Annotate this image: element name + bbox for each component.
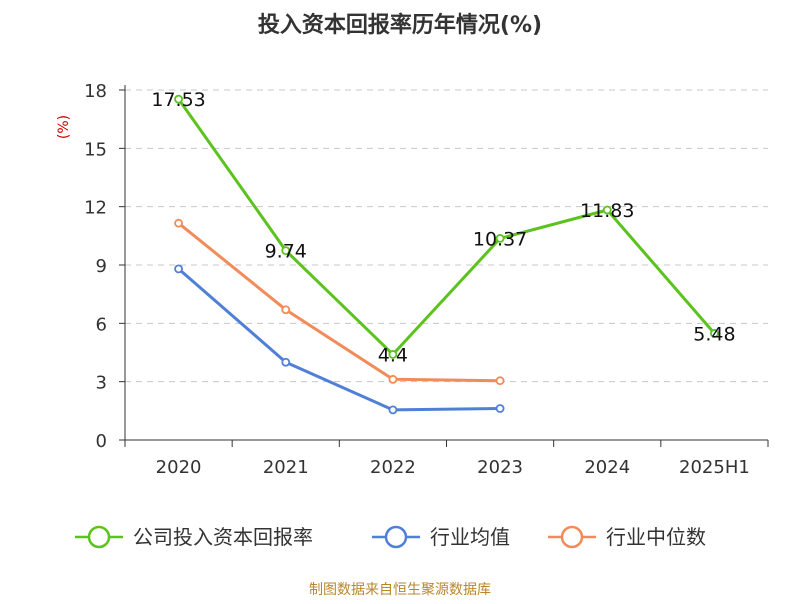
data-point[interactable]	[495, 376, 505, 386]
y-tick-label: 9	[96, 256, 107, 277]
data-point[interactable]	[710, 329, 719, 338]
y-tick-label: 6	[96, 314, 107, 335]
legend-marker	[384, 525, 408, 549]
legend-marker	[87, 525, 111, 549]
series-line	[177, 222, 501, 383]
legend-label: 行业均值	[430, 525, 510, 549]
axes: 0 3 6 9 12 15 18 2020 2021 2022 2023 2024 2025H1	[84, 81, 769, 478]
legend-item[interactable]: 行业均值	[372, 525, 510, 549]
x-tick-label: 2025H1	[679, 457, 750, 478]
y-tick-label: 0	[96, 431, 107, 452]
data-point[interactable]	[281, 357, 291, 367]
series-0	[174, 94, 719, 359]
y-tick-label: 12	[84, 198, 107, 219]
data-point[interactable]	[388, 374, 398, 384]
data-point[interactable]	[495, 404, 505, 413]
data-point[interactable]	[388, 350, 398, 359]
x-tick-label: 2020	[156, 457, 202, 478]
data-label: 9.74	[265, 241, 307, 263]
series-line	[177, 267, 501, 412]
data-point[interactable]	[602, 205, 612, 215]
data-label: 5.48	[693, 323, 735, 345]
legend-item[interactable]: 公司投入资本回报率	[75, 525, 313, 549]
x-tick-label: 2021	[263, 457, 309, 478]
data-point[interactable]	[388, 405, 398, 415]
chart-title: 投入资本回报率历年情况(%)	[258, 12, 542, 38]
y-tick-label: 3	[96, 373, 107, 394]
x-tick-label: 2024	[584, 457, 630, 478]
source-note: 制图数据来自恒生聚源数据库	[309, 582, 491, 598]
series-line	[177, 98, 716, 356]
legend-label: 行业中位数	[606, 525, 706, 549]
data-label: 4.4	[378, 344, 408, 366]
data-point[interactable]	[174, 218, 183, 228]
legend-marker	[560, 525, 584, 549]
data-point[interactable]	[174, 264, 183, 274]
legend-label: 公司投入资本回报率	[133, 525, 313, 549]
data-point[interactable]	[281, 246, 291, 256]
data-labels: 17.53 9.74 4.4 10.37 11.83 5.48	[151, 89, 735, 366]
y-tick-label: 18	[84, 81, 107, 102]
y-axis-unit: (%)	[56, 115, 72, 139]
data-label: 17.53	[151, 89, 205, 111]
data-label: 10.37	[473, 228, 527, 250]
x-tick-label: 2023	[477, 457, 523, 478]
y-tick-label: 15	[84, 139, 107, 160]
series-2	[174, 218, 505, 386]
series-1	[174, 264, 505, 415]
data-point[interactable]	[495, 233, 505, 243]
x-tick-label: 2022	[370, 457, 416, 478]
legend[interactable]: 公司投入资本回报率 行业均值 行业中位数	[75, 525, 706, 549]
series-group	[174, 94, 719, 415]
data-point[interactable]	[174, 94, 183, 104]
legend-item[interactable]: 行业中位数	[548, 525, 706, 549]
grid-lines	[125, 89, 768, 383]
data-label: 11.83	[580, 200, 634, 222]
data-point[interactable]	[281, 305, 291, 315]
